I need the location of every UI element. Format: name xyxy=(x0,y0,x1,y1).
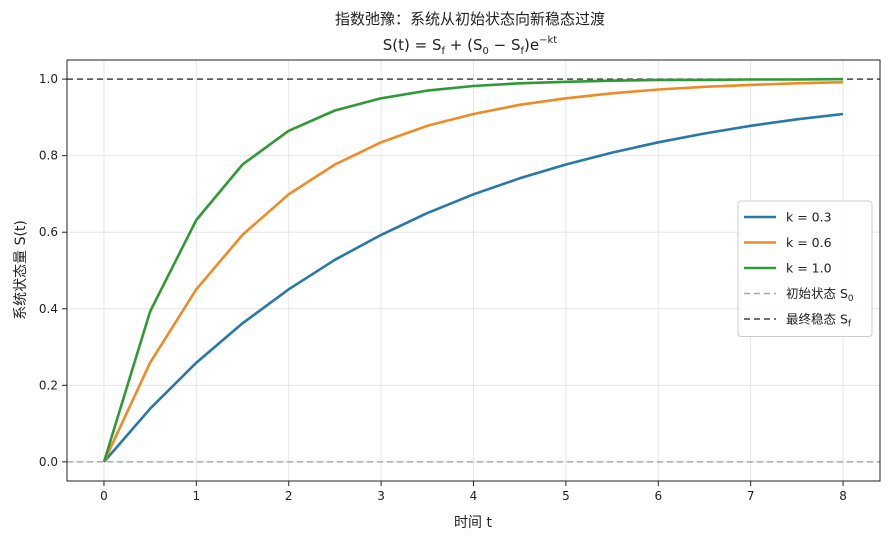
legend-box xyxy=(737,200,873,337)
x-tick-label: 2 xyxy=(285,489,293,503)
y-tick-label: 1.0 xyxy=(39,72,58,86)
series-line xyxy=(102,80,844,463)
y-tick-label: 0.2 xyxy=(39,378,58,392)
y-axis-label: 系统状态量 S(t) xyxy=(13,220,29,320)
legend-label: k = 1.0 xyxy=(786,261,832,276)
x-tick-label: 1 xyxy=(193,489,201,503)
series-line xyxy=(103,112,844,463)
y-tick-label: 0.8 xyxy=(39,149,58,163)
x-tick-label: 4 xyxy=(470,489,478,503)
chart-title: 指数弛豫：系统从初始状态向新稳态过渡 xyxy=(335,10,605,28)
x-tick-label: 5 xyxy=(562,489,570,503)
subtitle-part: + (S xyxy=(445,36,482,54)
x-axis-ticks: 0 1 2 3 4 5 6 7 8 xyxy=(100,481,847,503)
legend-label: k = 0.3 xyxy=(786,210,832,225)
x-axis-label: 时间 t xyxy=(454,515,492,531)
x-tick-label: 7 xyxy=(747,489,755,503)
x-tick-label: 3 xyxy=(377,489,385,503)
subtitle-part: )e xyxy=(524,36,539,54)
series-lines xyxy=(102,77,844,463)
subtitle-sub: 0 xyxy=(483,46,489,57)
subtitle-sup: −kt xyxy=(539,35,557,46)
legend-label: 最终稳态 Sf xyxy=(786,312,852,330)
series-line xyxy=(102,77,844,463)
legend-label: 初始状态 S0 xyxy=(786,286,854,304)
x-tick-label: 0 xyxy=(100,489,108,503)
subtitle-sub: f xyxy=(441,46,445,57)
y-tick-label: 0.6 xyxy=(39,225,58,239)
legend-label: k = 0.6 xyxy=(786,235,832,250)
y-axis-ticks: 0.0 0.2 0.4 0.6 0.8 1.0 xyxy=(39,72,67,469)
subtitle-part: S(t) = S xyxy=(383,36,442,54)
chart-subtitle: S(t) = Sf + (S0 − Sf)e−kt xyxy=(383,35,558,57)
x-tick-label: 8 xyxy=(839,489,847,503)
y-tick-label: 0.4 xyxy=(39,302,58,316)
reference-lines xyxy=(67,78,880,463)
subtitle-sub: f xyxy=(521,46,525,57)
y-tick-label: 0.0 xyxy=(39,455,58,469)
legend: k = 0.3 k = 0.6 k = 1.0 初始状态 S0 最终稳态 Sf xyxy=(737,200,873,337)
x-tick-label: 6 xyxy=(654,489,662,503)
subtitle-part: − S xyxy=(489,36,521,54)
